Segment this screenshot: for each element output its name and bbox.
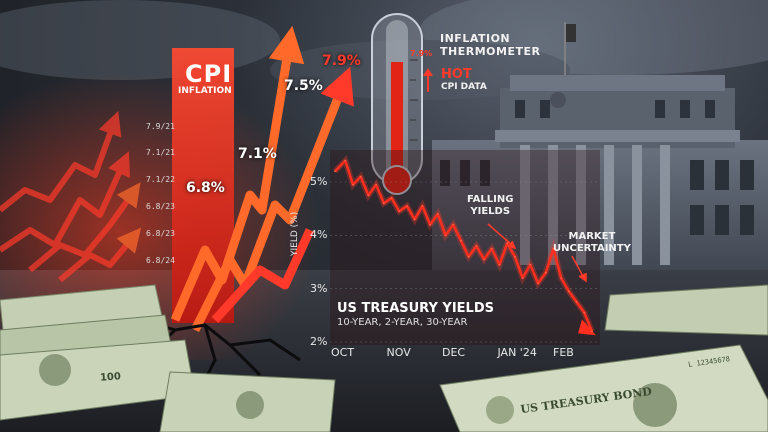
series-point: [452, 223, 455, 226]
series-point: [568, 290, 570, 293]
series-point: [467, 255, 470, 258]
series-point: [334, 170, 336, 173]
series-point: [591, 330, 593, 333]
series-point: [483, 258, 485, 261]
series-point: [514, 255, 516, 258]
series-point: [544, 271, 547, 274]
thermometer-label-line: THERMOMETER: [440, 45, 541, 58]
series-point: [367, 194, 370, 197]
y-tick-label: 5%: [310, 175, 328, 188]
series-point: [537, 282, 539, 285]
series-point: [429, 223, 431, 226]
series-point: [575, 301, 578, 303]
hot-up-arrow: [423, 68, 433, 92]
series-point: [444, 234, 447, 237]
series-point: [498, 263, 501, 266]
bill-corner-value: 100: [99, 371, 122, 384]
cpi-title: CPI: [185, 60, 233, 88]
y-tick-label: 2%: [310, 335, 328, 348]
series-point: [352, 183, 354, 186]
annotation-arrows: [487, 223, 587, 283]
x-tick-label: DEC: [442, 346, 466, 359]
series-point: [406, 205, 408, 207]
annotation-line: MARKET: [568, 231, 616, 242]
y-tick-label: 3%: [310, 281, 328, 295]
series-point: [437, 213, 439, 215]
thermometer-reading: 7.9%: [410, 49, 433, 58]
series-point: [359, 175, 362, 178]
cpi-date-label: 6.8/24: [146, 256, 175, 265]
series-point: [475, 245, 478, 247]
series-line: [334, 159, 594, 332]
series-point: [413, 218, 416, 221]
x-tick-label: OCT: [331, 346, 355, 359]
y-tick-label: 4%: [310, 228, 328, 242]
series-point: [490, 247, 493, 250]
annotation-line: YIELDS: [470, 206, 511, 217]
y-axis-label: YIELD (%): [290, 211, 300, 256]
cpi-value-label: 7.9%: [322, 53, 361, 69]
series-point: [583, 311, 586, 314]
series-point: [421, 205, 424, 207]
series-point: [375, 183, 377, 186]
cpi-value-label: 6.8%: [186, 180, 225, 196]
series-point: [560, 277, 562, 279]
cpi-date-label: 7.1/21: [146, 148, 175, 157]
series-point: [506, 242, 508, 245]
falling-yields-annotation: FALLING YIELDS: [467, 194, 513, 218]
series-point: [460, 239, 462, 242]
annotation-line: UNCERTAINTY: [553, 243, 631, 254]
fed-building: [432, 75, 768, 290]
series-point: [552, 247, 555, 250]
market-uncertainty-annotation: MARKET UNCERTAINTY: [553, 231, 631, 255]
cpi-date-label: 6.8/23: [146, 202, 175, 211]
money-stack-left: [0, 284, 336, 432]
trend-arrows-left: [0, 110, 142, 283]
cpi-subtitle: INFLATION: [178, 86, 232, 96]
cpi-date-label: 6.8/23: [146, 229, 175, 238]
x-tick-label: NOV: [386, 346, 411, 359]
thermometer-label: INFLATION THERMOMETER: [440, 32, 540, 58]
cpi-value-label: 7.5%: [284, 78, 323, 94]
series-point: [521, 277, 524, 279]
thermometer-label-line: INFLATION: [440, 32, 511, 45]
hot-label: HOT: [441, 67, 472, 82]
money-stack-right: [439, 284, 768, 432]
series-point: [344, 159, 347, 162]
series-point: [383, 202, 385, 205]
cpi-value-label: 7.1%: [238, 146, 277, 162]
annotation-line: FALLING: [467, 194, 514, 205]
series-point: [398, 210, 401, 213]
cpi-date-label: 7.9/21: [146, 122, 175, 131]
cpi-date-label: 7.1/22: [146, 175, 175, 184]
trend-arrows-main: [170, 25, 354, 333]
series-point: [390, 197, 393, 199]
chart-title: US TREASURY YIELDS: [337, 301, 494, 316]
series-point: [529, 263, 532, 266]
x-tick-label: JAN '24: [497, 346, 537, 359]
cpi-data-label: CPI DATA: [441, 82, 487, 92]
chart-subtitle: 10-YEAR, 2-YEAR, 30-YEAR: [337, 317, 468, 328]
x-tick-label: FEB: [553, 346, 574, 359]
